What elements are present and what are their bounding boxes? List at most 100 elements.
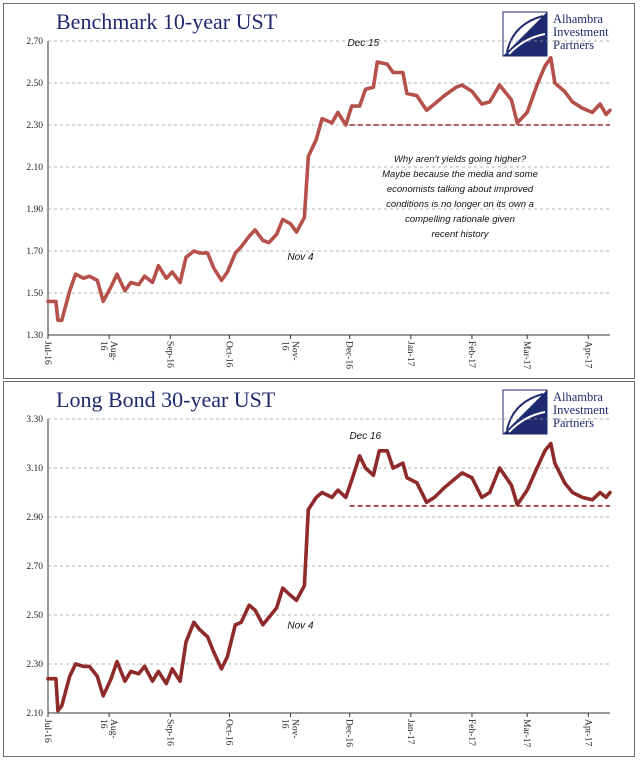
data-point [115,660,119,663]
data-point [358,104,361,108]
benchmark-10yr-panel: Benchmark 10-year UST Alhambra Investment P… [3,3,635,379]
data-point [358,454,361,457]
data-point [480,496,484,499]
data-point [598,491,602,494]
data-point [151,281,154,284]
data-point [454,86,458,89]
data-point [198,628,202,631]
data-point [571,491,574,494]
data-point [143,275,146,278]
logo-text-line: Alhambra [553,12,603,26]
data-point [226,655,229,658]
annotation-label: Nov 4 [287,620,314,631]
data-point [212,266,215,269]
data-point [498,466,501,470]
logo-text-line: Alhambra [553,390,603,404]
data-point [344,496,347,499]
x-tick-label: Apr-17 [582,719,592,746]
x-tick-label: Feb-17 [466,341,476,368]
y-tick-label: 1.30 [26,331,43,341]
x-tick-label: Jan-17 [405,341,415,367]
data-point [543,65,547,68]
data-point [525,488,529,492]
data-point [206,251,209,255]
data-point [591,498,594,502]
data-point [198,251,202,255]
data-point [307,508,310,511]
data-point [220,279,223,282]
yield-series-line [46,441,612,713]
data-point [307,155,310,158]
data-point [88,275,91,278]
x-tick-label-text: Apr-17 [582,341,592,368]
data-point [460,471,464,475]
data-point [96,675,99,678]
x-tick-label: Aug-16 [98,719,118,739]
logo-swoosh-icon [508,411,546,433]
y-tick-label: 2.70 [26,562,43,572]
x-tick-label: Aug-16 [98,341,118,361]
data-point [563,481,566,484]
data-point [516,503,519,506]
y-tick-label: 2.50 [26,611,43,621]
x-tick-label-text: Feb-17 [466,719,476,746]
x-tick-label-text: Mar-17 [521,341,531,370]
x-tick-label-text: Dec-16 [344,719,354,747]
x-tick-label-text: 16 [280,341,290,351]
data-point [46,677,50,680]
data-point [415,94,418,97]
data-point [401,461,405,465]
note-line: conditions is no longer on its own a [386,199,534,210]
data-point [433,496,436,499]
chart-title: Long Bond 30-year UST [56,387,276,412]
logo-text-line: Investment [553,403,609,417]
data-point [74,662,77,666]
annotation-label: Nov 4 [287,252,314,263]
y-tick-label: 1.70 [26,247,43,257]
data-point [425,501,428,504]
y-tick-label: 2.70 [26,37,43,47]
x-tick-label-text: Oct-16 [223,719,233,746]
data-point [253,228,257,232]
data-point [443,486,446,489]
data-point [401,71,405,74]
data-point [350,479,353,482]
data-point [96,279,99,282]
data-point [549,56,553,59]
data-point [608,109,612,112]
data-point [54,677,58,680]
data-point [604,113,608,116]
data-point [281,586,284,590]
x-tick-label: Sep-16 [164,341,174,368]
x-tick-label: Jan-17 [405,719,415,745]
data-point [267,241,271,244]
data-point [433,102,436,106]
data-point [165,682,168,685]
data-point [385,62,389,66]
data-point [102,300,105,303]
x-tick-label-text: Feb-17 [466,341,476,368]
data-point [184,640,188,644]
data-point [247,604,251,607]
data-point [525,111,529,114]
data-point [295,230,298,234]
x-tick-label-text: Jan-17 [405,719,415,745]
data-point [220,667,223,671]
data-point [281,218,284,221]
y-tick-label: 2.50 [26,79,43,89]
data-point [157,670,160,673]
chart-title: Benchmark 10-year UST [56,9,278,34]
data-point [553,461,556,465]
note-line: Why aren't yields going higher? [394,154,527,165]
data-point [234,251,237,255]
annotation-label: Dec 16 [349,431,381,442]
y-tick-label: 1.50 [26,289,43,299]
data-point [372,86,375,89]
data-point [56,319,60,322]
data-point [425,109,428,112]
x-tick-label-text: Aug- [108,719,118,739]
data-point [535,466,539,470]
data-point [74,272,77,276]
y-tick-label: 2.10 [26,709,43,719]
